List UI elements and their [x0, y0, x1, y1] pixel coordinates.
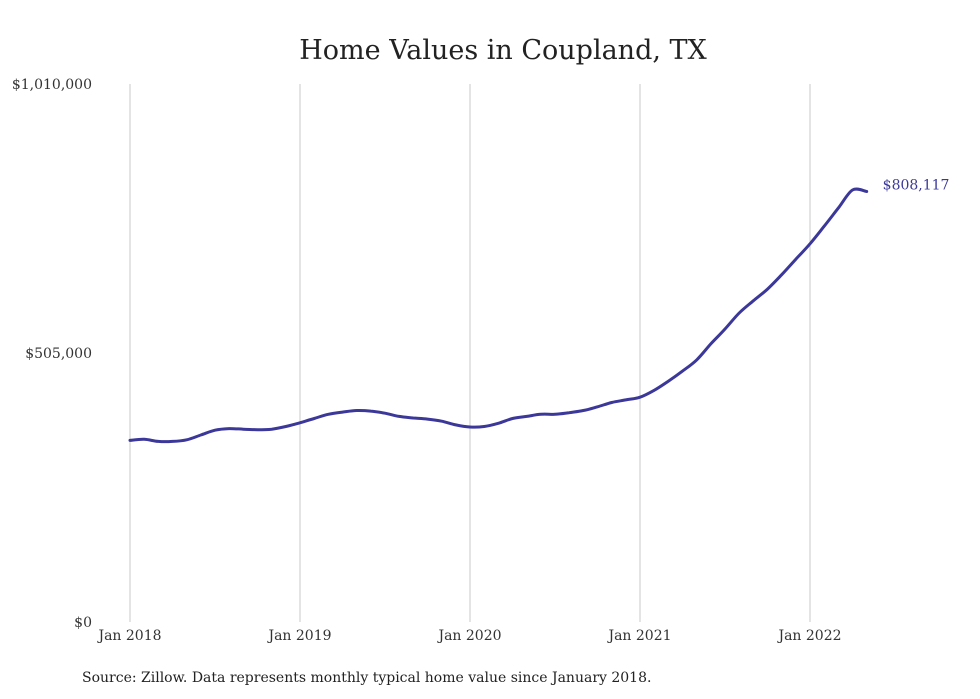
x-axis-tick-labels: Jan 2018 Jan 2019 Jan 2020 Jan 2021 Jan 2022 — [96, 628, 841, 644]
y-tick-label: $1,010,000 — [12, 77, 92, 93]
end-value-label: $808,117 — [883, 178, 950, 194]
x-tick-label: Jan 2022 — [776, 628, 841, 644]
y-axis-tick-labels: $0 $505,000 $1,010,000 — [12, 77, 92, 631]
y-tick-label: $505,000 — [25, 346, 92, 362]
vertical-gridlines — [129, 84, 811, 622]
x-tick-label: Jan 2021 — [606, 628, 671, 644]
x-tick-label: Jan 2019 — [266, 628, 331, 644]
series-layer — [128, 187, 869, 444]
y-tick-label: $0 — [74, 615, 92, 631]
x-tick-label: Jan 2018 — [96, 628, 161, 644]
source-note: Source: Zillow. Data represents monthly … — [82, 670, 651, 686]
series-line — [128, 187, 869, 444]
chart-title: Home Values in Coupland, TX — [299, 35, 707, 66]
x-tick-label: Jan 2020 — [436, 628, 501, 644]
